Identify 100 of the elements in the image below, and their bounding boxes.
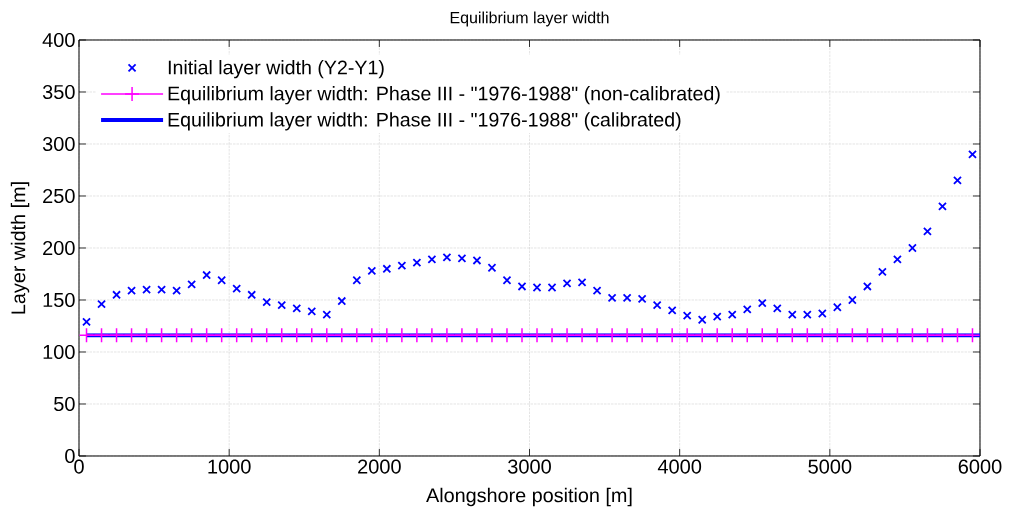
y-tick-label: 400 [42, 32, 75, 48]
point [938, 201, 947, 211]
point [364, 327, 380, 344]
point [574, 327, 590, 344]
point [217, 275, 227, 285]
point [243, 327, 260, 344]
y-tick-label: 200 [43, 240, 75, 256]
point [619, 327, 635, 344]
point [367, 266, 377, 276]
x-tick-label: 2000 [358, 459, 401, 474]
point [487, 263, 497, 273]
point [352, 275, 362, 285]
point [772, 303, 782, 313]
point [724, 327, 740, 344]
point [532, 283, 542, 292]
point [202, 270, 212, 280]
point [232, 284, 242, 293]
point [349, 327, 365, 344]
x-axis-title: Alongshore position [m] [426, 487, 632, 507]
point [289, 327, 305, 344]
y-tick-label: 150 [43, 292, 75, 308]
point [187, 279, 197, 289]
point [589, 327, 605, 344]
legend-label: Initial layer width (Y2-Y1) [168, 60, 384, 79]
point [78, 327, 95, 344]
point [514, 327, 530, 344]
x-tick-label: 4000 [657, 459, 702, 474]
point [469, 327, 485, 344]
point [82, 317, 91, 327]
y-axis-title: Layer width [m] [10, 182, 30, 314]
point [607, 293, 617, 303]
point [859, 327, 876, 344]
point [604, 327, 620, 344]
point [667, 305, 677, 315]
point [814, 327, 831, 344]
point [622, 293, 632, 303]
point [874, 327, 891, 344]
point [472, 256, 482, 265]
point [907, 243, 917, 253]
point [273, 327, 290, 344]
point [934, 327, 951, 344]
point [892, 254, 902, 264]
point [198, 327, 215, 344]
point [379, 327, 395, 344]
point [108, 327, 125, 344]
y-tick-label: 0 [65, 448, 75, 464]
point [394, 327, 410, 344]
point [862, 282, 872, 291]
point [877, 267, 887, 277]
point [953, 175, 962, 185]
x-tick-label: 3000 [508, 459, 551, 474]
point [694, 327, 710, 344]
point [757, 298, 767, 308]
point [739, 327, 755, 344]
point [802, 310, 812, 319]
point [112, 290, 121, 300]
point [499, 327, 515, 344]
point [904, 327, 921, 344]
legend-label: Equilibrium layer width: Phase III - "1976-1988" (non-calibrated) [168, 86, 720, 105]
point [258, 327, 275, 344]
chart-title: Equilibrium layer width [450, 11, 609, 27]
point [817, 309, 827, 318]
point [652, 300, 662, 310]
point [454, 327, 470, 344]
y-tick-label: 300 [42, 136, 75, 152]
y-tick-label: 50 [54, 396, 75, 412]
point [784, 327, 801, 344]
point [844, 327, 861, 344]
point [787, 310, 797, 319]
point [517, 282, 527, 291]
x-tick-label: 6000 [958, 459, 1002, 474]
x-tick-label: 1000 [208, 459, 251, 474]
point [172, 286, 182, 296]
point [649, 327, 665, 344]
point [319, 327, 335, 344]
point [142, 285, 152, 295]
point [397, 261, 407, 271]
point [183, 327, 200, 344]
point [682, 311, 692, 321]
point [337, 296, 347, 306]
point [829, 327, 846, 344]
point [964, 327, 981, 344]
point [123, 327, 140, 344]
point [919, 327, 936, 344]
point [382, 264, 392, 274]
point [412, 258, 422, 267]
point [127, 286, 137, 296]
point [228, 327, 245, 344]
point [262, 297, 272, 307]
legend-label: Equilibrium layer width: Phase III - "1976-1988" (calibrated) [168, 112, 681, 131]
point [502, 275, 512, 285]
point [562, 278, 572, 288]
point [577, 277, 587, 287]
point [168, 327, 185, 344]
point [769, 327, 786, 344]
point [484, 327, 500, 344]
point [304, 327, 320, 344]
point [153, 327, 170, 344]
point [307, 307, 317, 316]
point [799, 327, 816, 344]
